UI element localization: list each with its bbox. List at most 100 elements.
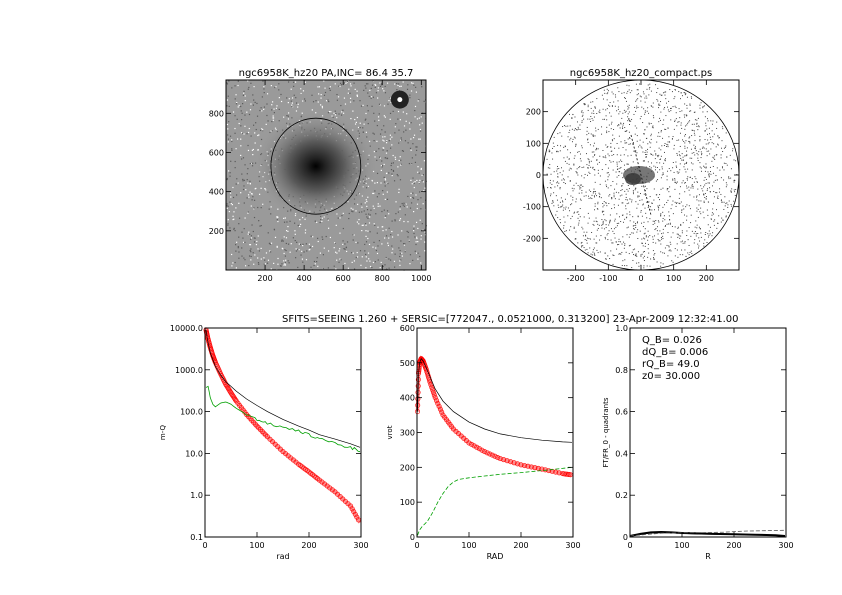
image-noise [252, 148, 254, 151]
image-noise [599, 175, 601, 177]
image-noise [653, 165, 655, 167]
image-noise [608, 202, 610, 204]
image-noise [670, 107, 672, 109]
image-noise [594, 154, 596, 156]
image-noise [276, 105, 278, 107]
image-noise [696, 181, 698, 183]
image-noise [364, 243, 366, 246]
image-noise [569, 139, 571, 141]
image-noise [641, 185, 643, 187]
image-noise [618, 253, 620, 255]
image-noise [346, 81, 348, 83]
image-noise [375, 213, 377, 215]
image-noise [612, 169, 614, 171]
image-noise [602, 98, 604, 100]
image-noise [550, 187, 552, 189]
image-noise [300, 223, 302, 226]
image-noise [419, 124, 421, 126]
image-noise [399, 156, 401, 158]
model-point [432, 395, 438, 401]
image-noise [324, 87, 326, 89]
image-noise [672, 167, 674, 169]
image-noise [698, 126, 700, 128]
image-noise [725, 182, 727, 184]
image-noise [608, 155, 610, 157]
image-noise [707, 171, 709, 173]
image-noise [623, 164, 625, 166]
image-noise [649, 235, 651, 237]
image-noise [422, 229, 424, 231]
image-noise [232, 218, 234, 221]
image-noise [251, 165, 254, 167]
image-noise [679, 237, 681, 239]
image-noise [659, 117, 661, 119]
image-noise [376, 196, 378, 198]
image-noise [641, 199, 643, 201]
image-noise [579, 158, 581, 160]
image-noise [693, 196, 695, 198]
image-noise [403, 131, 405, 133]
image-noise [404, 140, 407, 142]
image-noise [333, 112, 335, 114]
image-noise [613, 204, 615, 206]
y-tick-label: 200 [526, 108, 541, 117]
image-noise [384, 179, 387, 181]
image-noise [566, 162, 568, 164]
image-noise [252, 94, 254, 96]
image-noise [704, 176, 706, 178]
image-noise [247, 144, 249, 147]
image-noise [662, 173, 664, 175]
image-noise [342, 243, 344, 245]
image-noise [691, 178, 693, 180]
image-noise [706, 118, 708, 120]
image-noise [685, 93, 687, 95]
image-noise [675, 205, 677, 207]
image-noise [350, 117, 352, 120]
image-noise [597, 201, 599, 203]
image-noise [600, 235, 602, 237]
image-noise [599, 239, 601, 241]
image-noise [237, 182, 239, 184]
image-noise [238, 223, 240, 225]
image-noise [635, 224, 637, 226]
image-noise [369, 231, 371, 233]
image-noise [357, 242, 359, 244]
image-noise [242, 94, 245, 96]
image-noise [283, 264, 285, 266]
image-noise [319, 221, 321, 224]
image-noise [365, 241, 368, 243]
y-axis-label: vrot [386, 425, 394, 439]
image-noise [263, 86, 265, 88]
image-noise [618, 91, 620, 93]
image-noise [691, 253, 693, 255]
image-noise [697, 247, 699, 249]
image-noise [401, 252, 403, 254]
image-noise [650, 138, 652, 140]
image-noise [409, 128, 411, 130]
image-noise [373, 207, 375, 210]
image-noise [711, 142, 713, 144]
image-noise [575, 201, 577, 203]
image-noise [363, 123, 365, 125]
image-noise [704, 139, 706, 141]
image-noise [644, 185, 646, 187]
image-noise [707, 133, 709, 135]
image-noise [252, 196, 254, 198]
image-noise [686, 204, 688, 206]
image-noise [413, 210, 415, 213]
image-noise [697, 154, 699, 156]
image-noise [680, 92, 682, 94]
image-noise [652, 241, 654, 243]
image-noise [637, 203, 639, 205]
image-noise [306, 250, 308, 252]
image-noise [240, 125, 242, 127]
image-noise [629, 198, 631, 200]
image-noise [653, 188, 655, 190]
image-noise [574, 211, 576, 213]
image-noise [399, 218, 402, 220]
y-tick-label: 0.2 [615, 491, 628, 500]
image-noise [397, 110, 400, 113]
image-noise [627, 190, 629, 192]
image-noise [696, 196, 698, 198]
